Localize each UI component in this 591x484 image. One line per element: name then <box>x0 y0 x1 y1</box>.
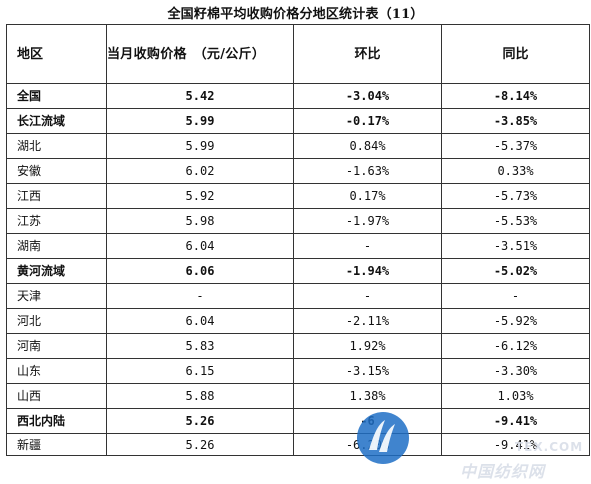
cell-mom: 1.92% <box>293 333 442 359</box>
table-row: 河北 6.04 -2.11% -5.92% <box>6 308 590 334</box>
cell-region: 西北内陆 <box>6 408 107 434</box>
cell-region: 山西 <box>6 383 107 409</box>
cell-yoy: -9.41% <box>441 408 590 434</box>
table-row: 湖南 6.04- -3.51% <box>6 233 590 259</box>
table-row: 黄河流域 6.06 -1.94% -5.02% <box>6 258 590 284</box>
cell-region: 新疆 <box>6 433 107 456</box>
table-row: 安徽 6.02 -1.63% 0.33% <box>6 158 590 184</box>
table-body: 全国 5.42 -3.04% -8.14% 长江流域 5.99 -0.17% -3.85% 湖北… <box>6 83 590 456</box>
cell-region: 湖南 <box>6 233 107 259</box>
cell-price: 6.02 <box>106 158 294 184</box>
cell-region: 江西 <box>6 183 107 209</box>
table-row: 天津 - - - <box>6 283 590 309</box>
header-region: 地区 <box>6 24 107 84</box>
cell-yoy: -5.73% <box>441 183 590 209</box>
cell-yoy: -5.02% <box>441 258 590 284</box>
cell-price: 6.06 <box>106 258 294 284</box>
cell-region: 河南 <box>6 333 107 359</box>
table-row: 长江流域 5.99 -0.17% -3.85% <box>6 108 590 134</box>
cell-price: 5.26 <box>106 408 294 434</box>
table-row: 全国 5.42 -3.04% -8.14% <box>6 83 590 109</box>
cell-price: 5.92 <box>106 183 294 209</box>
cell-mom: 0.17% <box>293 183 442 209</box>
cell-yoy: -5.53% <box>441 208 590 234</box>
cell-yoy: -3.51% <box>441 233 590 259</box>
cell-yoy: -5.92% <box>441 308 590 334</box>
cell-mom: -3.04% <box>293 83 442 109</box>
cell-yoy: -8.14% <box>441 83 590 109</box>
cell-price: 6.15 <box>106 358 294 384</box>
table-row: 山东 6.15 -3.15% -3.30% <box>6 358 590 384</box>
cell-yoy: -3.30% <box>441 358 590 384</box>
watermark-text: 中国纺织网 <box>460 462 546 481</box>
cell-region: 河北 <box>6 308 107 334</box>
cell-region: 安徽 <box>6 158 107 184</box>
cell-region: 江苏 <box>6 208 107 234</box>
table-row: 河南 5.83 1.92% -6.12% <box>6 333 590 359</box>
table-header-row: 地区 当月收购价格 （元/公斤） 环比 同比 <box>6 24 590 84</box>
cell-mom: 1.38% <box>293 383 442 409</box>
table-row: 山西 5.88 1.38% 1.03% <box>6 383 590 409</box>
cell-yoy: - <box>441 283 590 309</box>
watermark-url: TEX.COM <box>515 440 584 454</box>
cell-price: 5.99 <box>106 133 294 159</box>
cell-mom: -1.63% <box>293 158 442 184</box>
cell-mom: -2.11% <box>293 308 442 334</box>
table-row: 江苏 5.98 -1.97% -5.53% <box>6 208 590 234</box>
cell-region: 全国 <box>6 83 107 109</box>
cell-price: 6.04 <box>106 308 294 334</box>
table-title: 全国籽棉平均收购价格分地区统计表（11） <box>167 7 424 22</box>
cell-price: 5.99 <box>106 108 294 134</box>
price-statistics-table: 地区 当月收购价格 （元/公斤） 环比 同比 全国 5.42 -3.04% -8.14… <box>6 24 590 456</box>
cell-mom: - <box>293 283 442 309</box>
header-mom: 环比 <box>293 24 442 84</box>
table-row: 江西 5.92 0.17% -5.73% <box>6 183 590 209</box>
cell-mom: -1.94% <box>293 258 442 284</box>
cell-yoy: 1.03% <box>441 383 590 409</box>
cell-region: 天津 <box>6 283 107 309</box>
cell-region: 黄河流域 <box>6 258 107 284</box>
cell-mom: -1.97% <box>293 208 442 234</box>
cell-price: - <box>106 283 294 309</box>
cell-price: 6.04 <box>106 233 294 259</box>
cell-mom: - <box>293 233 442 259</box>
cell-price: 5.26 <box>106 433 294 456</box>
cell-mom: 0.84% <box>293 133 442 159</box>
table-row: 新疆5.26-6.20%-9.41% <box>6 433 590 456</box>
cell-yoy: 0.33% <box>441 158 590 184</box>
header-price: 当月收购价格 （元/公斤） <box>106 24 294 84</box>
cell-price: 5.42 <box>106 83 294 109</box>
cell-yoy: -9.41% <box>441 433 590 456</box>
cell-price: 5.83 <box>106 333 294 359</box>
header-yoy: 同比 <box>441 24 590 84</box>
cell-region: 山东 <box>6 358 107 384</box>
cell-yoy: -5.37% <box>441 133 590 159</box>
cell-region: 湖北 <box>6 133 107 159</box>
cell-yoy: -3.85% <box>441 108 590 134</box>
cell-region: 长江流域 <box>6 108 107 134</box>
cell-price: 5.88 <box>106 383 294 409</box>
watermark-logo <box>357 412 409 464</box>
cell-mom: -0.17% <box>293 108 442 134</box>
cell-price: 5.98 <box>106 208 294 234</box>
table-row: 湖北 5.99 0.84% -5.37% <box>6 133 590 159</box>
cell-mom: -3.15% <box>293 358 442 384</box>
cell-yoy: -6.12% <box>441 333 590 359</box>
